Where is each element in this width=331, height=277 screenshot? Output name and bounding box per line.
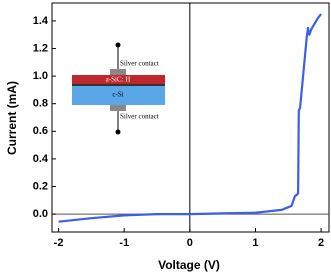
inset-contact — [110, 105, 126, 111]
y-tick-label: 0.0 — [33, 208, 48, 220]
y-tick-label: 0.4 — [33, 153, 49, 165]
y-tick-label: 1.0 — [33, 70, 48, 82]
x-tick-label: -1 — [119, 237, 129, 249]
inset: Silver contact a-SiC: H c-Si Silver cont… — [72, 42, 165, 135]
inset-layer — [72, 75, 165, 84]
y-tick-label: 0.8 — [33, 98, 48, 110]
y-tick-label: 0.6 — [33, 125, 48, 137]
inset-dot — [115, 129, 121, 135]
inset-label: Silver contact — [120, 60, 159, 68]
x-tick-label: 2 — [318, 237, 324, 249]
y-axis-label: Current (mA) — [5, 81, 19, 155]
inset-dot — [115, 42, 121, 48]
plot-frame — [51, 2, 330, 233]
x-axis-label: Voltage (V) — [158, 258, 220, 272]
x-tick-label: 0 — [187, 237, 193, 249]
y-tick-label: 1.4 — [33, 15, 49, 27]
data-line — [58, 13, 322, 223]
inset-label: c-Si — [112, 91, 123, 99]
inset-interface — [72, 84, 165, 86]
inset-label: a-SiC: H — [106, 76, 131, 84]
inset-layer — [72, 86, 165, 105]
y-tick-label: 1.2 — [33, 42, 48, 54]
y-tick-label: 0.2 — [33, 180, 48, 192]
inset-label: Silver contact — [120, 113, 159, 121]
x-tick-label: -2 — [54, 237, 64, 249]
inset-contact — [110, 69, 126, 75]
x-tick-label: 1 — [252, 237, 258, 249]
